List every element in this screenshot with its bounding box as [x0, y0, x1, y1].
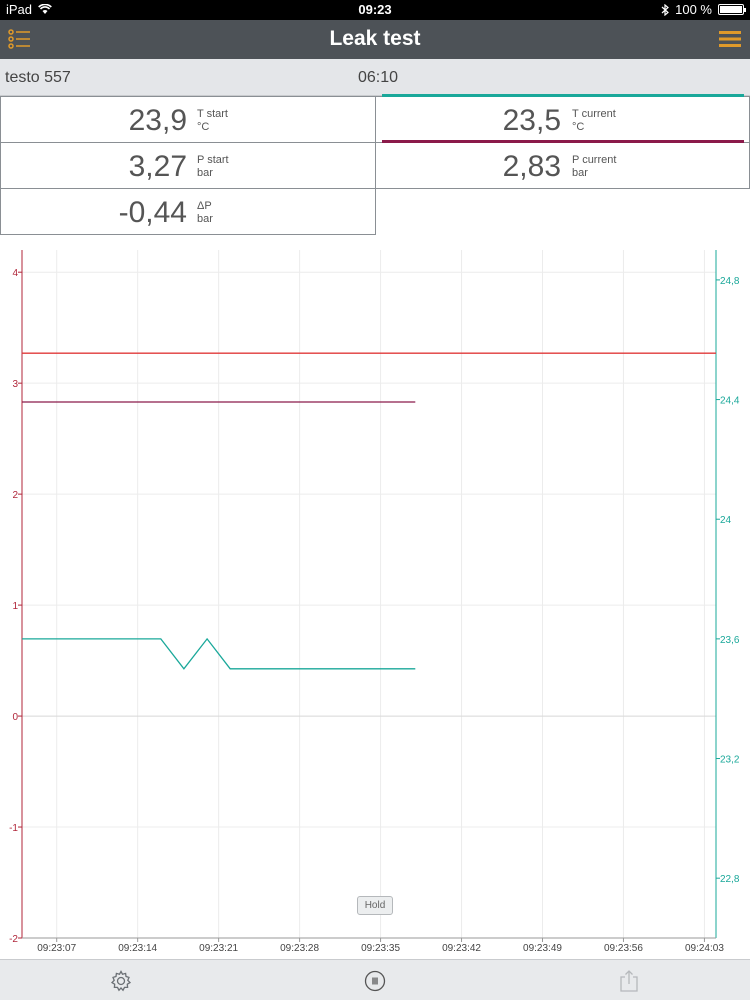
gear-icon: [110, 970, 132, 992]
x-tick-label: 09:23:07: [37, 943, 76, 954]
t-current-unit: °C: [572, 121, 585, 133]
p-current-value: 2,83: [502, 150, 561, 183]
y-left-tick-label: 1: [12, 601, 18, 612]
t-start-value: 23,9: [128, 104, 187, 137]
y-right-tick-label: 24,8: [720, 276, 740, 287]
y-left-tick-label: -1: [9, 823, 18, 834]
delta-p-unit: bar: [197, 213, 213, 225]
device-label: testo 557: [5, 69, 71, 86]
pause-icon: [364, 970, 386, 992]
p-start-unit: bar: [197, 167, 213, 179]
x-tick-label: 09:23:21: [199, 943, 238, 954]
p-start-cell[interactable]: 3,27 P start bar: [0, 142, 376, 189]
x-tick-label: 09:23:49: [523, 943, 562, 954]
t-start-unit: °C: [197, 121, 210, 133]
t-current-label: T current °C: [572, 108, 616, 134]
y-left-tick-label: 4: [12, 268, 18, 279]
p-current-label: P current bar: [572, 154, 616, 180]
list-icon: [8, 29, 30, 49]
p-current-name: P current: [572, 154, 617, 166]
bottom-toolbar: [0, 959, 750, 1000]
share-icon: [620, 970, 638, 992]
x-tick-label: 09:23:42: [442, 943, 481, 954]
p-current-unit: bar: [572, 167, 588, 179]
bluetooth-icon: [661, 3, 670, 16]
delta-p-name: ΔP: [197, 200, 212, 212]
delta-p-value: -0,44: [118, 196, 187, 229]
y-right-tick-label: 22,8: [720, 874, 740, 885]
p-start-value: 3,27: [128, 150, 187, 183]
y-left-tick-label: 2: [12, 490, 18, 501]
status-right: 100 %: [661, 2, 746, 17]
hold-button[interactable]: Hold: [357, 896, 393, 915]
t-start-name: T start: [197, 108, 228, 120]
t-start-cell[interactable]: 23,9 T start °C: [0, 96, 376, 143]
p-current-cell[interactable]: 2,83 P current bar: [375, 140, 750, 189]
y-left-tick-label: 3: [12, 379, 18, 390]
battery-label: 100 %: [675, 2, 712, 17]
nav-bar: Leak test: [0, 20, 750, 59]
status-time: 09:23: [358, 2, 392, 17]
series-line-2: [22, 637, 416, 670]
delta-p-label: ΔP bar: [197, 200, 213, 226]
export-button[interactable]: [618, 970, 640, 992]
settings-button[interactable]: [110, 970, 132, 992]
menu-list-button[interactable]: [8, 28, 32, 50]
device-bar: testo 557 06:10: [0, 59, 750, 96]
t-start-label: T start °C: [197, 108, 228, 134]
x-tick-label: 09:23:14: [118, 943, 157, 954]
status-left: iPad: [6, 2, 52, 17]
t-current-cell[interactable]: 23,5 T current °C: [375, 94, 750, 143]
p-start-label: P start bar: [197, 154, 229, 180]
t-current-color-bar: [382, 94, 744, 97]
y-right-tick-label: 23,2: [720, 755, 740, 766]
y-right-tick-label: 24: [720, 515, 732, 526]
y-right-tick-label: 24,4: [720, 396, 740, 407]
elapsed-time: 06:10: [358, 69, 399, 86]
p-start-name: P start: [197, 154, 229, 166]
settings-menu-button[interactable]: [718, 28, 742, 50]
y-left-tick-label: -2: [9, 934, 18, 945]
y-left-tick-label: 0: [12, 712, 18, 723]
x-tick-label: 09:23:28: [280, 943, 319, 954]
hamburger-icon: [719, 31, 741, 47]
wifi-icon: [38, 4, 52, 14]
x-tick-label: 09:24:03: [685, 943, 724, 954]
delta-p-cell[interactable]: -0,44 ΔP bar: [0, 188, 376, 235]
leak-test-chart[interactable]: 09:23:07 09:23:14 09:23:21 09:23:28 09:23:35…: [0, 238, 750, 958]
t-current-name: T current: [572, 108, 616, 120]
battery-icon: [718, 4, 746, 15]
t-current-value: 23,5: [502, 104, 561, 137]
x-tick-label: 09:23:35: [361, 943, 400, 954]
status-bar: iPad 09:23 100 %: [0, 0, 750, 20]
y-right-tick-label: 23,6: [720, 635, 740, 646]
page-title: Leak test: [329, 27, 421, 50]
x-tick-label: 09:23:56: [604, 943, 643, 954]
p-current-color-bar: [382, 140, 744, 143]
pause-button[interactable]: [364, 970, 386, 992]
device-name: iPad: [6, 2, 33, 17]
